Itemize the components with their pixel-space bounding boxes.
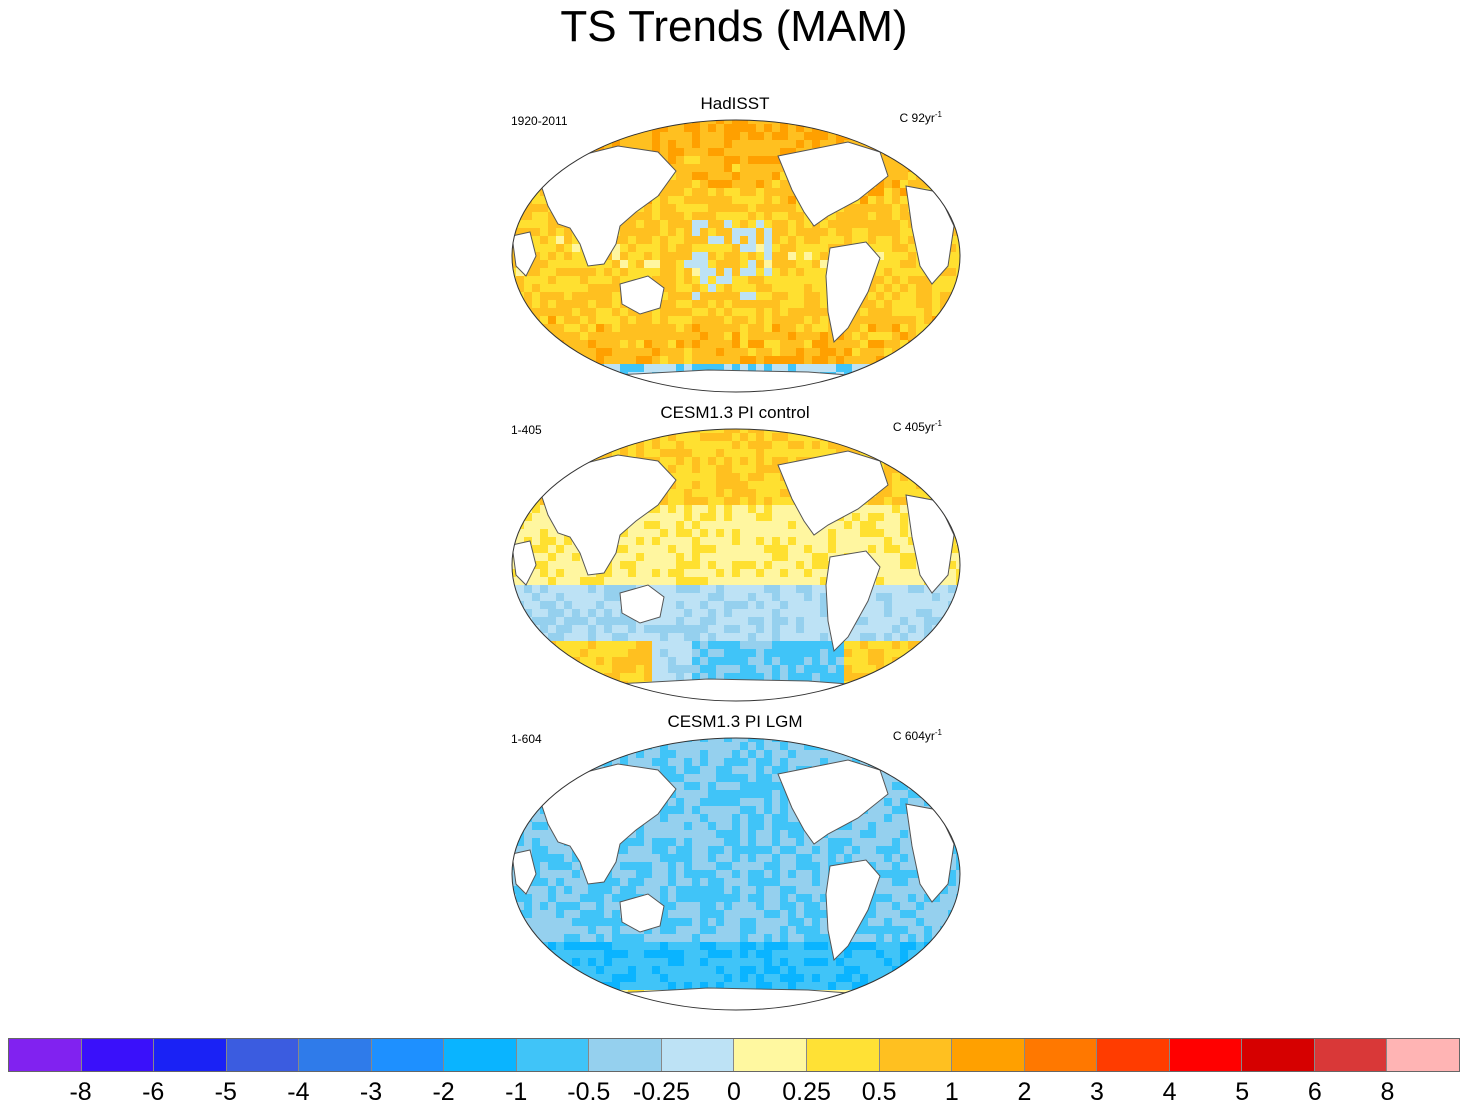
colorbar-box bbox=[1169, 1039, 1243, 1071]
colorbar-box bbox=[1097, 1039, 1170, 1071]
world-map bbox=[511, 119, 961, 393]
colorbar-tick-label: 4 bbox=[1162, 1078, 1177, 1106]
panel-title: CESM1.3 PI LGM bbox=[667, 712, 803, 731]
colorbar-tick-label: 0.5 bbox=[861, 1078, 897, 1106]
units-label: C 92yr-1 bbox=[899, 110, 942, 125]
land-mass bbox=[619, 275, 665, 315]
map-panel-hadisst: HadISST 1920-2011 C 92yr-1 bbox=[500, 94, 970, 394]
land-mass bbox=[777, 759, 889, 845]
colorbar-tick-label: -3 bbox=[359, 1078, 383, 1106]
colorbar-tick-label: -0.5 bbox=[567, 1078, 611, 1106]
panel-title: HadISST bbox=[700, 94, 770, 113]
land-mass bbox=[537, 145, 677, 267]
colorbar-box bbox=[9, 1039, 82, 1071]
colorbar bbox=[8, 1038, 1460, 1072]
colorbar-tick-label: -2 bbox=[432, 1078, 455, 1106]
map-border bbox=[511, 119, 961, 393]
colorbar-tick-label: -5 bbox=[214, 1078, 237, 1106]
map-border bbox=[511, 737, 961, 1011]
colorbar-box bbox=[299, 1039, 372, 1071]
colorbar-tick-label: 8 bbox=[1380, 1078, 1395, 1106]
map-border bbox=[511, 428, 961, 702]
period-label: 1920-2011 bbox=[511, 114, 568, 128]
panel-title: CESM1.3 PI control bbox=[660, 403, 810, 422]
land-mass bbox=[777, 141, 889, 227]
units-label: C 604yr-1 bbox=[892, 728, 942, 743]
colorbar-tick-label: 0 bbox=[727, 1078, 741, 1106]
colorbar-box bbox=[661, 1039, 735, 1071]
colorbar-box bbox=[589, 1039, 662, 1071]
colorbar-box bbox=[444, 1039, 517, 1071]
colorbar-box bbox=[734, 1039, 808, 1071]
figure-title: TS Trends (MAM) bbox=[560, 2, 908, 51]
land-mass bbox=[825, 550, 881, 653]
map-panel-pi-lgm: CESM1.3 PI LGM 1-604 C 604yr-1 bbox=[500, 712, 970, 1012]
ocean-field bbox=[512, 429, 960, 701]
colorbar-box bbox=[371, 1039, 445, 1071]
colorbar-tick-label: 5 bbox=[1235, 1078, 1250, 1106]
land-mass bbox=[825, 241, 881, 344]
colorbar-box bbox=[226, 1039, 300, 1071]
colorbar-tick-label: -1 bbox=[505, 1078, 528, 1106]
land-mass bbox=[777, 450, 889, 536]
colorbar-tick-label: 3 bbox=[1090, 1078, 1104, 1106]
colorbar-tick-label: 2 bbox=[1017, 1078, 1032, 1106]
colorbar-box bbox=[1242, 1039, 1315, 1071]
colorbar-tick-label: -8 bbox=[69, 1078, 92, 1106]
period-label: 1-405 bbox=[511, 423, 542, 437]
colorbar-box bbox=[952, 1039, 1025, 1071]
colorbar-labels: -8 -6 -5 -4 -3 -2 -1 -0.5 -0.25 0 0.25 0.5 1 2 3 4 5 6 8 bbox=[8, 1077, 1460, 1109]
land-mass bbox=[537, 454, 677, 576]
units-label: C 405yr-1 bbox=[892, 419, 942, 434]
colorbar-tick-label: -4 bbox=[287, 1078, 310, 1106]
colorbar-box bbox=[1024, 1039, 1098, 1071]
colorbar-box bbox=[1387, 1039, 1459, 1071]
colorbar-box bbox=[154, 1039, 227, 1071]
land-mass bbox=[619, 584, 665, 624]
colorbar-tick-label: -6 bbox=[142, 1078, 165, 1106]
ocean-field bbox=[512, 738, 960, 1010]
land-mass bbox=[619, 893, 665, 933]
colorbar-tick-label: -0.25 bbox=[632, 1078, 690, 1106]
land-mass bbox=[825, 859, 881, 962]
colorbar-box bbox=[516, 1039, 590, 1071]
world-map bbox=[511, 737, 961, 1011]
land-mass bbox=[512, 540, 537, 586]
land-mass bbox=[512, 849, 537, 895]
ocean-field bbox=[512, 120, 960, 392]
land-mass bbox=[512, 231, 537, 277]
colorbar-tick-label: 1 bbox=[944, 1078, 959, 1106]
period-label: 1-604 bbox=[511, 732, 542, 746]
colorbar-tick-label: 0.25 bbox=[782, 1078, 831, 1106]
land-mass bbox=[537, 763, 677, 885]
world-map bbox=[511, 428, 961, 702]
map-panel-pi-control: CESM1.3 PI control 1-405 C 405yr-1 bbox=[500, 403, 970, 703]
colorbar-box bbox=[81, 1039, 155, 1071]
colorbar-box bbox=[807, 1039, 880, 1071]
colorbar-box bbox=[1314, 1039, 1388, 1071]
colorbar-tick-label: 6 bbox=[1307, 1078, 1322, 1106]
colorbar-box bbox=[879, 1039, 953, 1071]
